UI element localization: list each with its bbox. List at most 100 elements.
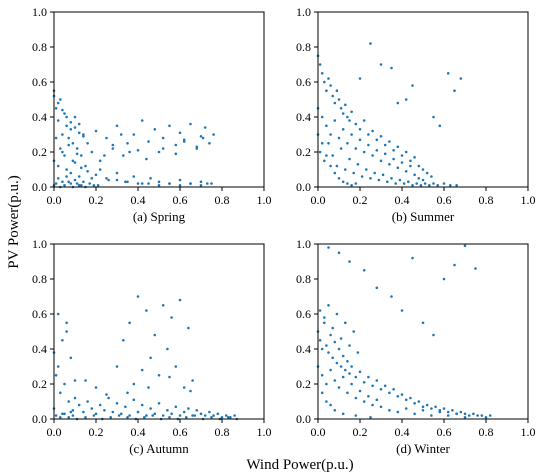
x-tick-label: 0.6 [173, 193, 188, 207]
data-point [185, 416, 188, 419]
data-point [344, 103, 347, 107]
data-point [69, 410, 73, 414]
x-tick-label: 0.8 [479, 193, 494, 207]
data-point [417, 164, 421, 168]
data-point [320, 374, 324, 377]
data-point [59, 98, 62, 101]
data-point [329, 133, 332, 136]
data-point [73, 396, 77, 400]
data-point [331, 356, 335, 360]
data-point [69, 121, 73, 124]
data-point [335, 361, 339, 365]
data-point [92, 184, 96, 187]
data-point [136, 149, 140, 152]
data-point [360, 175, 364, 178]
data-point [126, 142, 129, 145]
data-point [80, 166, 83, 170]
data-point [128, 321, 131, 325]
y-tick-label: 0.6 [296, 307, 311, 321]
data-point [54, 182, 58, 185]
data-point [449, 184, 452, 187]
data-point [442, 407, 446, 410]
data-point [94, 129, 98, 133]
data-point [75, 147, 79, 150]
data-point [474, 267, 477, 270]
data-point [56, 312, 60, 316]
data-point [124, 405, 127, 409]
data-point [103, 409, 106, 412]
data-point [216, 412, 220, 416]
data-point [396, 410, 400, 414]
data-point [157, 402, 161, 405]
data-point [325, 400, 328, 403]
data-point [377, 178, 381, 182]
data-point [358, 77, 362, 80]
data-point [88, 182, 91, 185]
data-point [333, 171, 337, 175]
data-point [329, 164, 332, 168]
plot-frame-spring [53, 11, 265, 188]
data-point [409, 159, 412, 163]
data-point [438, 124, 442, 128]
data-point [400, 393, 404, 396]
data-point [362, 150, 366, 154]
y-tick-label: 0.8 [32, 272, 47, 286]
y-tick-label: 1.0 [32, 5, 47, 19]
data-point [339, 337, 343, 340]
data-point [73, 115, 77, 119]
data-point [147, 182, 150, 185]
data-point [59, 391, 62, 395]
data-point [432, 182, 435, 185]
data-point [459, 77, 463, 80]
data-point [174, 152, 178, 156]
data-point [335, 164, 339, 168]
data-point [373, 171, 377, 175]
data-point [331, 154, 335, 157]
data-point [54, 107, 58, 110]
data-point [350, 382, 353, 386]
data-point [344, 368, 347, 372]
data-point [149, 407, 152, 410]
data-point [407, 180, 410, 184]
data-point [379, 135, 383, 138]
data-point [157, 184, 161, 187]
data-point [191, 379, 194, 382]
data-point [390, 295, 393, 298]
data-point [358, 370, 362, 374]
data-point [168, 124, 171, 128]
data-point [126, 416, 129, 419]
data-point [346, 115, 349, 119]
data-point [394, 182, 398, 185]
data-point [80, 154, 83, 157]
data-point [362, 381, 366, 384]
data-point [98, 168, 102, 171]
data-point [61, 150, 64, 154]
data-point [115, 402, 119, 405]
data-point [413, 173, 416, 177]
data-point [199, 135, 203, 138]
data-point [484, 416, 488, 419]
data-point [438, 410, 442, 414]
data-point [348, 372, 351, 375]
data-point [333, 340, 337, 344]
data-point [157, 180, 161, 184]
data-point [54, 374, 58, 377]
y-tick-label: 0.2 [32, 145, 47, 159]
data-point [187, 326, 190, 330]
data-point [341, 128, 345, 131]
panel-title-winter: (d) Winter [396, 441, 450, 456]
data-point [92, 414, 96, 417]
data-point [84, 379, 87, 382]
data-point [67, 400, 70, 403]
data-point [208, 410, 211, 414]
data-point [149, 177, 152, 180]
data-point [451, 409, 454, 412]
data-point [379, 405, 383, 409]
data-point [442, 277, 446, 281]
x-tick-label: 0.2 [89, 193, 104, 207]
x-tick-label: 0.6 [437, 425, 452, 439]
data-point [128, 150, 131, 154]
data-point [233, 414, 236, 417]
data-point [170, 316, 173, 319]
data-point [77, 403, 81, 407]
